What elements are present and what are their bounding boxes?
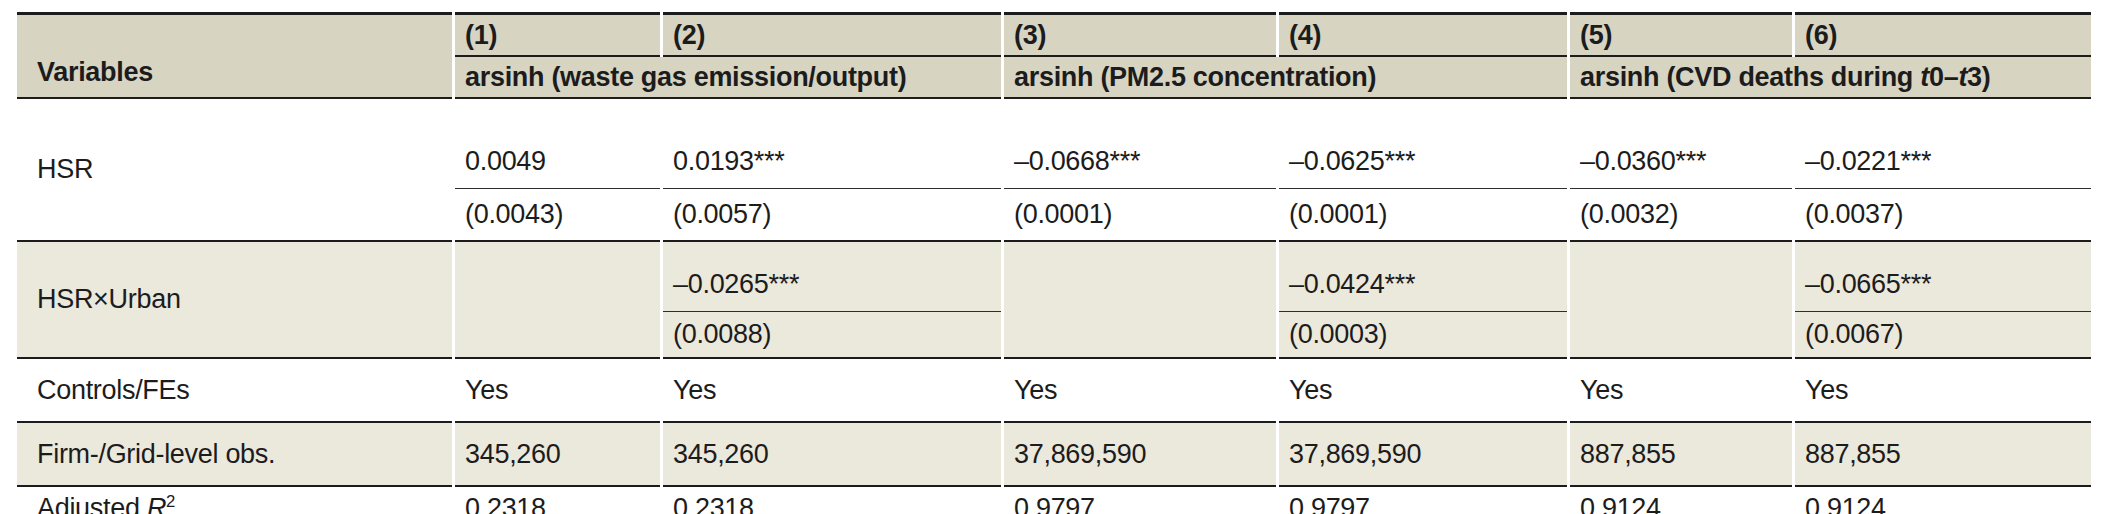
obs-cell: 37,869,590 [1279, 423, 1567, 487]
coef-cell: –0.0221*** [1795, 99, 2091, 189]
se-cell: (0.0001) [1279, 189, 1567, 242]
coef-cell: –0.0665*** [1795, 242, 2091, 312]
se-cell-empty [1004, 312, 1276, 359]
corner-header-variables: Variables [17, 12, 452, 99]
obs-cell: 887,855 [1795, 423, 2091, 487]
group-header-cvd-italic-t2: t [1958, 62, 1967, 92]
se-cell: (0.0043) [455, 189, 660, 242]
controls-cell: Yes [1004, 359, 1276, 423]
coef-cell: –0.0424*** [1279, 242, 1567, 312]
coef-cell: –0.0360*** [1570, 99, 1792, 189]
se-cell: (0.0001) [1004, 189, 1276, 242]
row-label-adjusted-r2: Adjusted R2 [17, 487, 452, 514]
coef-cell-empty [1004, 242, 1276, 312]
controls-cell: Yes [455, 359, 660, 423]
coef-cell: 0.0049 [455, 99, 660, 189]
controls-cell: Yes [1279, 359, 1567, 423]
r2-cell: 0.2318 [663, 487, 1001, 514]
coef-cell-empty [1570, 242, 1792, 312]
row-adjusted-r2: Adjusted R2 0.2318 0.2318 0.9797 0.9797 … [17, 487, 2091, 514]
group-header-cvd-end: 3) [1967, 62, 1990, 92]
row-observations: Firm-/Grid-level obs. 345,260 345,260 37… [17, 423, 2091, 487]
regression-table-container: Variables (1) (2) (3) (4) (5) (6) arsinh… [0, 0, 2108, 514]
se-cell-empty [455, 312, 660, 359]
coef-cell-empty [455, 242, 660, 312]
regression-table: Variables (1) (2) (3) (4) (5) (6) arsinh… [14, 12, 2094, 514]
r2-cell: 0.2318 [455, 487, 660, 514]
col-header-6: (6) [1795, 12, 2091, 57]
adjusted-r2-pre: Adjusted [37, 493, 147, 514]
obs-cell: 345,260 [663, 423, 1001, 487]
controls-cell: Yes [1570, 359, 1792, 423]
group-header-cvd-pre: arsinh (CVD deaths during [1580, 62, 1920, 92]
row-hsr-urban-coefficients: HSR×Urban –0.0265*** –0.0424*** –0.0665*… [17, 242, 2091, 312]
obs-cell: 37,869,590 [1004, 423, 1276, 487]
obs-cell: 345,260 [455, 423, 660, 487]
se-cell: (0.0037) [1795, 189, 2091, 242]
r2-cell: 0.9797 [1004, 487, 1276, 514]
coef-cell: 0.0193*** [663, 99, 1001, 189]
adjusted-r2-italic-r: R [147, 493, 166, 514]
r2-cell: 0.9797 [1279, 487, 1567, 514]
row-label-hsr-urban: HSR×Urban [17, 242, 452, 359]
coef-cell: –0.0265*** [663, 242, 1001, 312]
se-cell: (0.0003) [1279, 312, 1567, 359]
controls-cell: Yes [663, 359, 1001, 423]
group-header-cvd-mid: 0– [1929, 62, 1958, 92]
r2-cell: 0.9124 [1795, 487, 2091, 514]
row-controls-fes: Controls/FEs Yes Yes Yes Yes Yes Yes [17, 359, 2091, 423]
se-cell: (0.0032) [1570, 189, 1792, 242]
controls-cell: Yes [1795, 359, 2091, 423]
obs-cell: 887,855 [1570, 423, 1792, 487]
row-label-controls: Controls/FEs [17, 359, 452, 423]
header-row-numbers: Variables (1) (2) (3) (4) (5) (6) [17, 12, 2091, 57]
group-header-cvd: arsinh (CVD deaths during t0–t3) [1570, 57, 2091, 99]
col-header-1: (1) [455, 12, 660, 57]
col-header-5: (5) [1570, 12, 1792, 57]
se-cell: (0.0067) [1795, 312, 2091, 359]
se-cell: (0.0088) [663, 312, 1001, 359]
col-header-2: (2) [663, 12, 1001, 57]
coef-cell: –0.0625*** [1279, 99, 1567, 189]
group-header-pm25: arsinh (PM2.5 concentration) [1004, 57, 1567, 99]
row-label-hsr: HSR [17, 99, 452, 242]
group-header-cvd-italic-t1: t [1920, 62, 1929, 92]
coef-cell: –0.0668*** [1004, 99, 1276, 189]
se-cell-empty [1570, 312, 1792, 359]
group-header-waste-gas: arsinh (waste gas emission/output) [455, 57, 1001, 99]
row-hsr-coefficients: HSR 0.0049 0.0193*** –0.0668*** –0.0625*… [17, 99, 2091, 189]
col-header-3: (3) [1004, 12, 1276, 57]
r2-cell: 0.9124 [1570, 487, 1792, 514]
row-label-observations: Firm-/Grid-level obs. [17, 423, 452, 487]
adjusted-r2-superscript: 2 [166, 492, 175, 511]
se-cell: (0.0057) [663, 189, 1001, 242]
col-header-4: (4) [1279, 12, 1567, 57]
